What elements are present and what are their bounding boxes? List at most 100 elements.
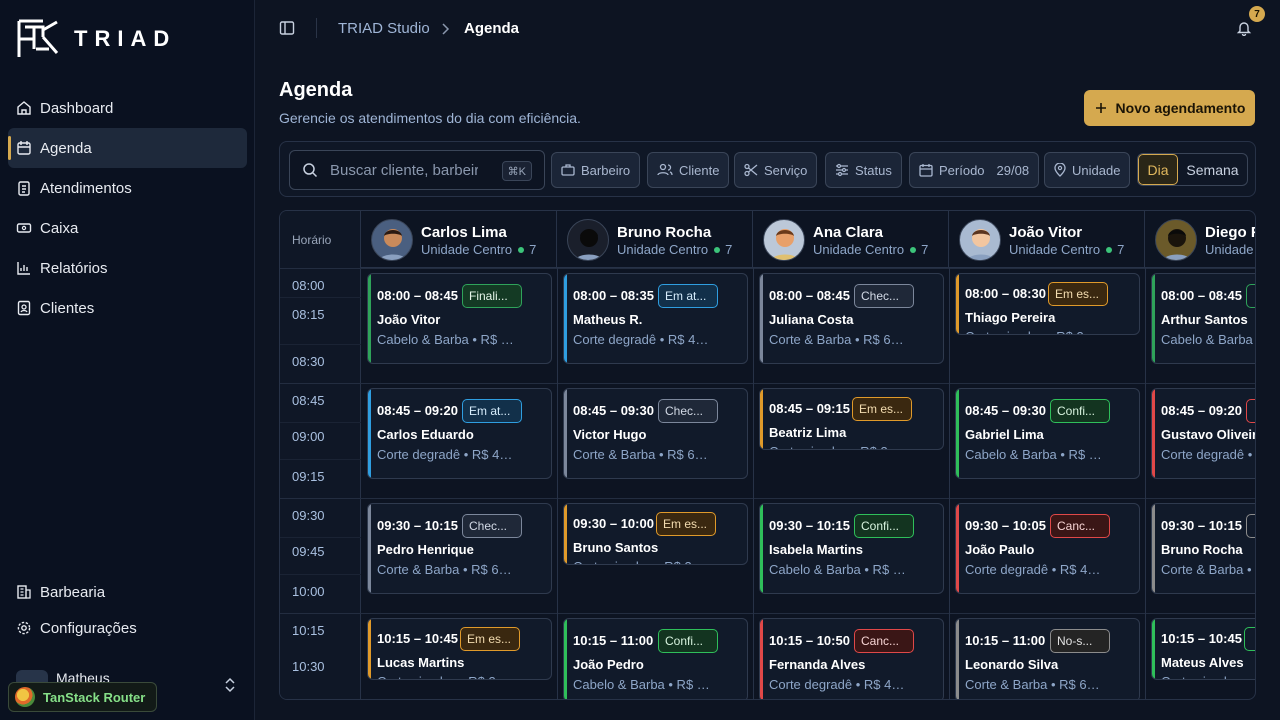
- appointment-client: João Pedro: [573, 657, 644, 672]
- nav-label: Configurações: [40, 619, 137, 637]
- status-badge: Canc...: [854, 629, 914, 653]
- search-input[interactable]: [330, 161, 478, 179]
- barber-count: 7: [921, 242, 929, 257]
- barber-name: Carlos Lima: [421, 224, 507, 241]
- filter-periodo-button[interactable]: Período 29/08: [909, 152, 1040, 188]
- filter-servico-button[interactable]: Serviço: [734, 152, 818, 188]
- nav-atendimentos[interactable]: Atendimentos: [8, 168, 247, 208]
- tanstack-router-devtools[interactable]: TanStack Router: [8, 682, 157, 712]
- appointment-card[interactable]: 10:15 – 10:45 Mateus Alves Corte simples: [1151, 618, 1255, 680]
- appointment-card[interactable]: 08:00 – 08:45 Finali... João Vitor Cabelo &…: [367, 273, 552, 364]
- appointment-service: Corte & Barba • R: [1161, 562, 1256, 577]
- sidebar-toggle-icon[interactable]: [279, 20, 295, 36]
- appointment-card[interactable]: 10:15 – 10:50 Canc... Fernanda Alves Corte …: [759, 618, 944, 699]
- appointment-client: Beatriz Lima: [769, 425, 847, 440]
- nav-agenda[interactable]: Agenda: [8, 128, 247, 168]
- chevrons-updown-icon[interactable]: [223, 677, 237, 693]
- search-box[interactable]: ⌘K: [289, 150, 545, 190]
- time-label: 09:00: [292, 429, 325, 444]
- appointment-client: Lucas Martins: [377, 655, 465, 670]
- appointment-card[interactable]: 08:45 – 09:20 Em at... Carlos Eduardo Corte…: [367, 388, 552, 479]
- nav-clientes[interactable]: Clientes: [8, 288, 247, 328]
- new-appointment-button[interactable]: Novo agendamento: [1084, 90, 1255, 126]
- nav-label: Dashboard: [40, 99, 114, 117]
- nav-configuracoes[interactable]: Configurações: [8, 608, 247, 648]
- nav-dashboard[interactable]: Dashboard: [8, 88, 247, 128]
- appointment-time: 08:00 – 08:35: [573, 288, 654, 303]
- sidebar: TRIAD Dashboard Agenda Atendimentos Caix…: [0, 0, 255, 720]
- contact-icon: [16, 300, 32, 316]
- appointment-card[interactable]: 10:15 – 11:00 Confi... João Pedro Cabelo & …: [563, 618, 748, 699]
- online-dot: [910, 247, 917, 253]
- view-day-button[interactable]: Dia: [1138, 154, 1178, 185]
- time-label: 08:00: [292, 278, 325, 293]
- appointment-time: 08:45 – 09:20: [377, 403, 458, 418]
- search-shortcut: ⌘K: [501, 161, 532, 181]
- bell-icon[interactable]: [1236, 20, 1252, 36]
- appointment-service: Corte & Barba • R$ 65,00: [377, 562, 515, 577]
- appointment-card[interactable]: 09:30 – 10:15 Chec... Pedro Henrique Corte …: [367, 503, 552, 594]
- appointment-card[interactable]: 08:00 – 08:35 Em at... Matheus R. Corte deg…: [563, 273, 748, 364]
- barber-avatar: [371, 219, 413, 261]
- filter-barbeiro-button[interactable]: Barbeiro: [551, 152, 641, 188]
- appointment-service: Corte & Barba • R$ 65,00: [769, 332, 907, 347]
- barber-column-header: João Vitor Unidade Centro 7: [949, 211, 1145, 268]
- appointment-client: Arthur Santos: [1161, 312, 1248, 327]
- appointment-time: 08:00 – 08:30: [965, 286, 1046, 301]
- appointment-client: Bruno Rocha: [1161, 542, 1243, 557]
- appointment-card[interactable]: 08:45 – 09:30 Confi... Gabriel Lima Cabelo …: [955, 388, 1140, 479]
- filter-unidade-button[interactable]: Unidade: [1044, 152, 1131, 188]
- barber-unit-label: Unidade Centro: [421, 242, 513, 257]
- filter-status-button[interactable]: Status: [825, 152, 902, 188]
- appointment-time: 08:00 – 08:45: [769, 288, 850, 303]
- appointment-card[interactable]: 08:00 – 08:45 Chec... Juliana Costa Corte &…: [759, 273, 944, 364]
- appointment-client: Thiago Pereira: [965, 310, 1056, 325]
- triad-logo-icon: [17, 19, 59, 57]
- nav-caixa[interactable]: Caixa: [8, 208, 247, 248]
- nav-label: Atendimentos: [40, 179, 132, 197]
- nav-label: Barbearia: [40, 583, 106, 601]
- appointment-service: Corte simples: [1161, 674, 1240, 679]
- appointment-card[interactable]: 09:30 – 10:15 Bruno Rocha Corte & Barba • …: [1151, 503, 1256, 594]
- appointment-client: Victor Hugo: [573, 427, 647, 442]
- appointment-time: 08:00 – 08:45: [1161, 288, 1242, 303]
- nav-label: Caixa: [40, 219, 79, 237]
- breadcrumb-root[interactable]: TRIAD Studio: [338, 20, 430, 37]
- status-badge: Em es...: [460, 627, 520, 651]
- time-label: 08:15: [292, 307, 325, 322]
- barber-avatar: [959, 219, 1001, 261]
- appointment-service: Corte simples • R$ 35,00: [769, 444, 907, 449]
- brand-logo[interactable]: TRIAD: [16, 18, 176, 60]
- appointment-time: 08:00 – 08:45: [377, 288, 458, 303]
- appointment-service: Corte degradê • R$ 45,00: [377, 447, 515, 462]
- view-week-button[interactable]: Semana: [1186, 161, 1239, 178]
- filter-label: Cliente: [679, 162, 720, 178]
- status-badge: Confi...: [1050, 399, 1110, 423]
- page-subtitle: Gerencie os atendimentos do dia com efic…: [279, 110, 581, 126]
- appointment-card[interactable]: 09:30 – 10:15 Confi... Isabela Martins Cabe…: [759, 503, 944, 594]
- barber-avatar: [1155, 219, 1197, 261]
- appointment-card[interactable]: 08:45 – 09:30 Chec... Victor Hugo Corte & B…: [563, 388, 748, 479]
- appointment-card[interactable]: 09:30 – 10:05 Canc... João Paulo Corte degr…: [955, 503, 1140, 594]
- time-column-header: Horário: [292, 233, 332, 247]
- filter-label: Unidade: [1072, 162, 1121, 178]
- barber-name: Diego R: [1205, 224, 1255, 241]
- building-icon: [16, 584, 32, 600]
- top-header: [255, 0, 1280, 56]
- barber-unit: Unidade Centro 7: [813, 242, 928, 257]
- filter-cliente-button[interactable]: Cliente: [647, 152, 730, 188]
- appointment-time: 09:30 – 10:15: [769, 518, 850, 533]
- barber-name: Bruno Rocha: [617, 224, 712, 241]
- appointment-card[interactable]: 08:45 – 09:20 Gustavo Oliveira Corte degra…: [1151, 388, 1255, 479]
- appointment-service: Corte & Barba • R$ 65,00: [965, 677, 1103, 692]
- appointment-card[interactable]: 08:00 – 08:45 Arthur Santos Cabelo & Barba: [1151, 273, 1255, 364]
- nav-barbearia[interactable]: Barbearia: [8, 572, 247, 612]
- appointment-card[interactable]: 10:15 – 11:00 No-s... Leonardo Silva Corte …: [955, 618, 1140, 699]
- nav-relatorios[interactable]: Relatórios: [8, 248, 247, 288]
- breadcrumb-current: Agenda: [464, 20, 520, 37]
- page-title: Agenda: [279, 79, 353, 101]
